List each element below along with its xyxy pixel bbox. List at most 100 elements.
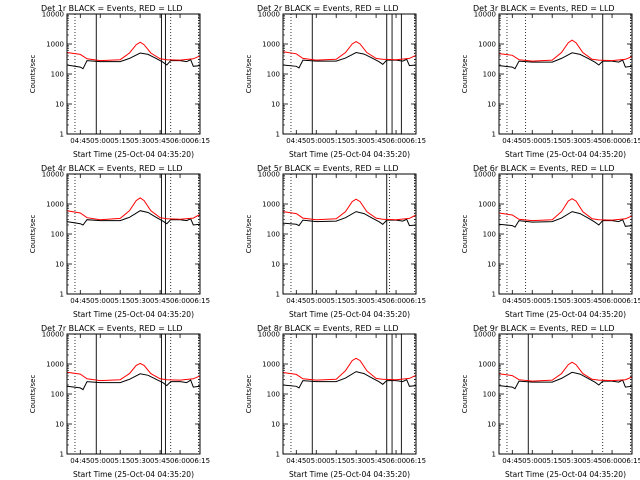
y-axis-label: Counts/sec xyxy=(461,55,469,94)
x-tick-label: 05:15 xyxy=(110,457,130,465)
x-tick-label: 05:30 xyxy=(346,137,366,145)
x-tick-label: 05:45 xyxy=(366,137,386,145)
chart-panel: Det 5r BLACK = Events, RED = LLD Counts/s… xyxy=(245,164,426,319)
x-tick-label: 05:00 xyxy=(522,137,542,145)
plot-frame xyxy=(66,13,201,135)
y-tick-label: 1000 xyxy=(46,41,64,49)
chart-title: Det 8r BLACK = Events, RED = LLD xyxy=(257,324,399,333)
x-tick-label: 06:15 xyxy=(406,457,426,465)
y-tick-label: 100 xyxy=(483,71,496,79)
x-tick-label: 06:15 xyxy=(622,457,640,465)
x-tick-label: 05:15 xyxy=(326,457,346,465)
x-tick-label: 05:15 xyxy=(326,297,346,305)
y-tick-label: 1000 xyxy=(262,201,280,209)
series-line-events xyxy=(498,52,633,70)
x-tick-label: 06:00 xyxy=(386,457,406,465)
x-axis-label: Start Time (25-Oct-04 04:35:20) xyxy=(505,310,626,319)
y-axis-label: Counts/sec xyxy=(461,215,469,254)
x-tick-label: 05:45 xyxy=(366,297,386,305)
chart-panel: Det 2r BLACK = Events, RED = LLD Counts/s… xyxy=(245,4,426,159)
x-tick-label: 05:00 xyxy=(306,457,326,465)
x-tick-label: 06:00 xyxy=(386,297,406,305)
x-tick-label: 05:00 xyxy=(90,297,110,305)
y-tick-label: 100 xyxy=(51,71,64,79)
y-tick-label: 1 xyxy=(60,291,64,299)
x-tick-label: 04:45 xyxy=(70,297,90,305)
chart-panel: Det 3r BLACK = Events, RED = LLD Counts/s… xyxy=(461,4,640,159)
x-tick-label: 05:00 xyxy=(306,297,326,305)
x-tick-label: 06:15 xyxy=(406,137,426,145)
x-tick-label: 04:45 xyxy=(502,457,522,465)
y-tick-label: 1 xyxy=(492,131,496,139)
x-tick-label: 04:45 xyxy=(502,297,522,305)
x-tick-label: 05:30 xyxy=(346,297,366,305)
x-tick-label: 06:00 xyxy=(170,137,190,145)
y-tick-label: 10 xyxy=(487,421,496,429)
x-tick-label: 04:45 xyxy=(286,137,306,145)
x-tick-label: 05:15 xyxy=(542,137,562,145)
y-tick-label: 10000 xyxy=(474,11,496,19)
y-tick-label: 1000 xyxy=(46,201,64,209)
y-tick-label: 10000 xyxy=(42,171,64,179)
plot-frame xyxy=(498,13,633,135)
y-tick-label: 1 xyxy=(492,291,496,299)
x-tick-label: 05:45 xyxy=(150,137,170,145)
x-tick-label: 05:45 xyxy=(150,457,170,465)
y-tick-label: 10 xyxy=(271,261,280,269)
y-tick-label: 10000 xyxy=(258,11,280,19)
y-axis-label: Counts/sec xyxy=(461,375,469,414)
y-tick-label: 10000 xyxy=(474,331,496,339)
chart-title: Det 3r BLACK = Events, RED = LLD xyxy=(473,4,615,13)
y-tick-label: 1000 xyxy=(262,361,280,369)
x-tick-label: 06:00 xyxy=(602,137,622,145)
x-tick-label: 05:15 xyxy=(542,457,562,465)
x-axis-label: Start Time (25-Oct-04 04:35:20) xyxy=(289,150,410,159)
chart-title: Det 2r BLACK = Events, RED = LLD xyxy=(257,4,399,13)
plot-frame xyxy=(282,333,417,455)
x-axis-label: Start Time (25-Oct-04 04:35:20) xyxy=(73,150,194,159)
plot-frame xyxy=(66,173,201,295)
series-line-events xyxy=(282,371,417,389)
chart-panel: Det 6r BLACK = Events, RED = LLD Counts/s… xyxy=(461,164,640,319)
y-axis-label: Counts/sec xyxy=(245,55,253,94)
x-tick-label: 05:45 xyxy=(582,137,602,145)
y-tick-label: 10 xyxy=(271,101,280,109)
x-tick-label: 04:45 xyxy=(70,137,90,145)
series-line-events xyxy=(282,211,417,227)
x-tick-label: 05:15 xyxy=(110,297,130,305)
chart-title: Det 9r BLACK = Events, RED = LLD xyxy=(473,324,615,333)
y-tick-label: 1 xyxy=(492,451,496,459)
chart-panel: Det 8r BLACK = Events, RED = LLD Counts/s… xyxy=(245,324,426,479)
series-line-events xyxy=(66,210,201,226)
x-tick-label: 06:00 xyxy=(386,137,406,145)
x-tick-label: 05:30 xyxy=(562,457,582,465)
series-line-lld xyxy=(498,39,633,62)
x-axis-label: Start Time (25-Oct-04 04:35:20) xyxy=(289,470,410,479)
y-tick-label: 100 xyxy=(51,391,64,399)
y-tick-label: 10000 xyxy=(42,331,64,339)
x-tick-label: 05:45 xyxy=(582,297,602,305)
series-line-lld xyxy=(66,362,201,382)
chart-panel: Det 1r BLACK = Events, RED = LLD Counts/s… xyxy=(29,4,210,159)
x-tick-label: 05:30 xyxy=(130,137,150,145)
x-tick-label: 05:00 xyxy=(90,457,110,465)
x-tick-label: 06:15 xyxy=(190,457,210,465)
x-axis-label: Start Time (25-Oct-04 04:35:20) xyxy=(289,310,410,319)
chart-title: Det 4r BLACK = Events, RED = LLD xyxy=(41,164,183,173)
x-tick-label: 05:15 xyxy=(110,137,130,145)
y-tick-label: 10 xyxy=(487,261,496,269)
plot-frame xyxy=(66,333,201,455)
y-tick-label: 1 xyxy=(276,131,280,139)
x-tick-label: 04:45 xyxy=(70,457,90,465)
x-tick-label: 06:00 xyxy=(602,297,622,305)
y-tick-label: 100 xyxy=(51,231,64,239)
y-tick-label: 10 xyxy=(55,421,64,429)
chart-title: Det 1r BLACK = Events, RED = LLD xyxy=(41,4,183,13)
x-tick-label: 05:30 xyxy=(130,457,150,465)
x-tick-label: 05:30 xyxy=(562,297,582,305)
x-tick-label: 06:00 xyxy=(602,457,622,465)
x-axis-label: Start Time (25-Oct-04 04:35:20) xyxy=(73,470,194,479)
series-line-events xyxy=(66,52,201,70)
series-line-events xyxy=(282,51,417,69)
